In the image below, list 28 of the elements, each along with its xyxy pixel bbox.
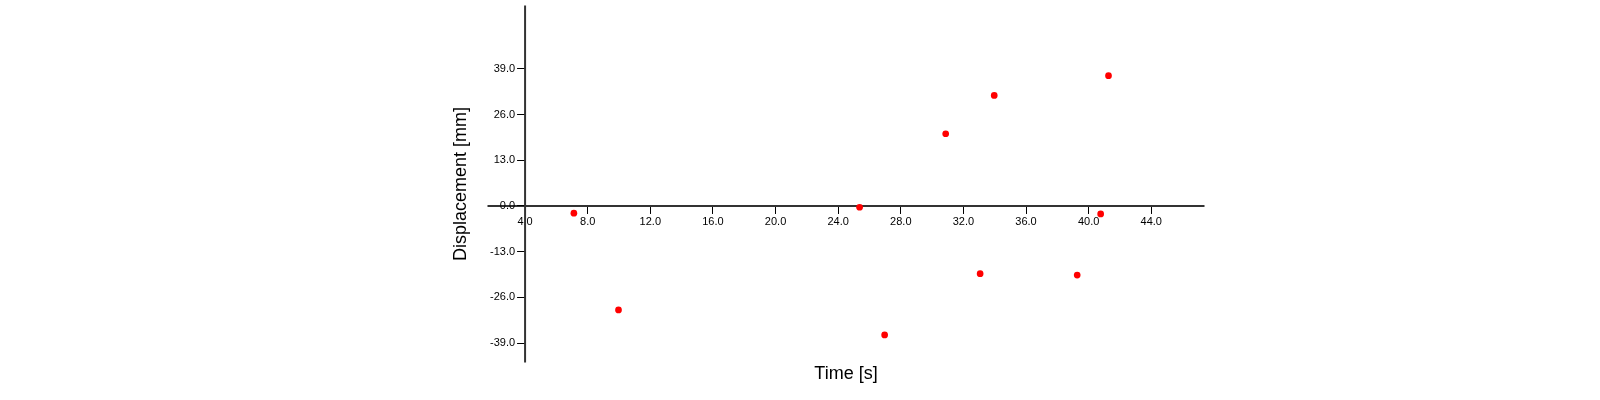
point bbox=[942, 130, 950, 138]
y-tick-label: 26.0 bbox=[493, 107, 516, 120]
point bbox=[570, 209, 578, 217]
y-axis-title: Displacement [mm] bbox=[450, 106, 470, 262]
point bbox=[856, 203, 863, 211]
y-tick-label: 13.0 bbox=[493, 153, 516, 166]
point bbox=[1097, 210, 1105, 218]
x-axis-title: Time [s] bbox=[814, 362, 878, 383]
x-tick-label: 24.0 bbox=[827, 214, 849, 227]
x-tick-label: 40.0 bbox=[1077, 214, 1100, 227]
y-tick-label: 39.0 bbox=[493, 61, 516, 74]
y-tick-label: -39.0 bbox=[489, 336, 516, 349]
point bbox=[1073, 271, 1081, 279]
x-tick-label: 16.0 bbox=[702, 214, 724, 227]
point bbox=[615, 306, 622, 314]
x-tick-label: 36.0 bbox=[1015, 214, 1037, 227]
point bbox=[1105, 72, 1112, 80]
point bbox=[976, 270, 984, 278]
y-tick-label: -26.0 bbox=[489, 290, 516, 303]
x-tick-label: 28.0 bbox=[890, 214, 912, 227]
point bbox=[881, 331, 888, 339]
x-tick-label: 20.0 bbox=[764, 214, 787, 227]
y-tick-label: -13.0 bbox=[489, 244, 516, 257]
point bbox=[990, 92, 998, 99]
x-tick-label: 32.0 bbox=[952, 214, 975, 227]
x-tick-label: 44.0 bbox=[1140, 214, 1162, 227]
x-tick-label: 8.0 bbox=[580, 214, 596, 227]
x-tick-label: 12.0 bbox=[639, 214, 662, 227]
